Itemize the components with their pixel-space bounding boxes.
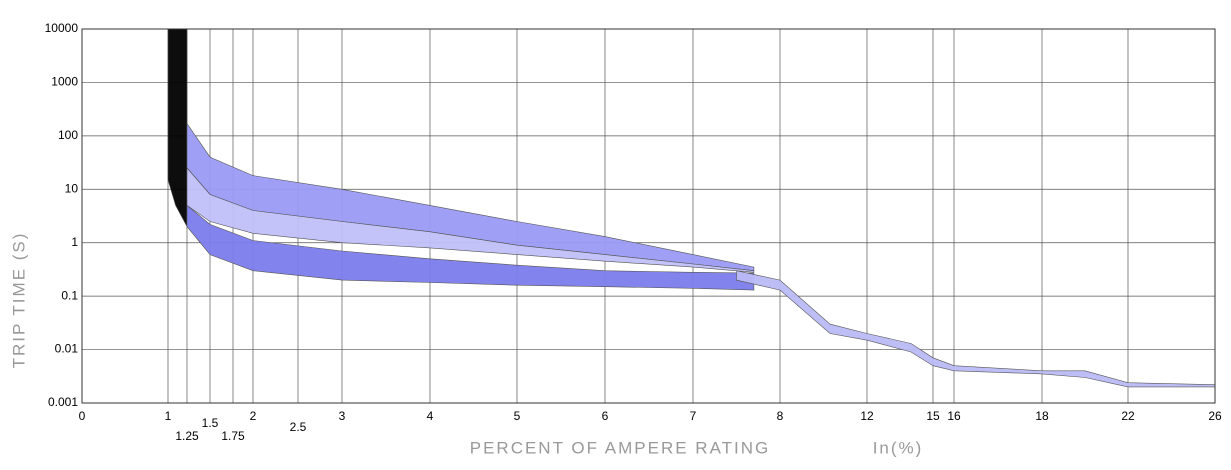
x-tick-label: 15	[926, 409, 940, 423]
x-tick-label: 5	[514, 409, 521, 423]
y-tick-label: 0.01	[55, 342, 79, 356]
y-tick-label: 0.1	[61, 288, 78, 302]
x-tick-label: 1	[165, 409, 172, 423]
x-axis-title: PERCENT OF AMPERE RATING	[470, 438, 771, 457]
y-tick-label: 10	[65, 181, 79, 195]
x-tick-label: 1.75	[221, 429, 245, 443]
band	[736, 270, 1216, 388]
x-tick-label: 12	[860, 409, 874, 423]
x-tick-label: 1.5	[202, 416, 219, 430]
x-tick-label: 8	[777, 409, 784, 423]
y-tick-label: 1	[71, 235, 78, 249]
y-tick-label: 1000	[51, 75, 78, 89]
x-tick-label: 1.25	[175, 429, 199, 443]
y-axis-title: TRIP TIME (S)	[9, 232, 28, 369]
y-tick-label: 0.001	[48, 395, 78, 409]
x-axis-unit: In(%)	[873, 438, 924, 457]
band	[186, 204, 755, 291]
y-tick-label: 100	[58, 128, 78, 142]
x-tick-label: 2.5	[290, 420, 307, 434]
x-tick-label: 7	[690, 409, 697, 423]
x-tick-label: 2	[250, 409, 257, 423]
x-tick-label: 0	[79, 409, 86, 423]
x-tick-label: 3	[339, 409, 346, 423]
band	[167, 28, 188, 227]
x-tick-label: 4	[427, 409, 434, 423]
x-tick-label: 16	[947, 409, 961, 423]
x-tick-label: 18	[1035, 409, 1049, 423]
y-tick-label: 10000	[45, 21, 79, 35]
x-tick-label: 6	[602, 409, 609, 423]
x-tick-label: 22	[1121, 409, 1135, 423]
x-tick-label: 26	[1208, 409, 1222, 423]
band	[186, 167, 755, 273]
plot-frame	[81, 28, 1216, 404]
